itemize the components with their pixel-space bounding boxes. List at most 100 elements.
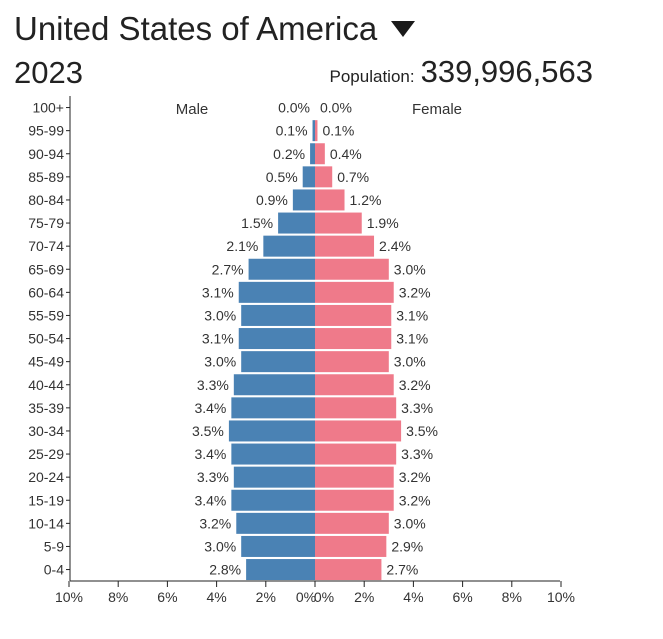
country-title[interactable]: United States of America <box>14 10 378 47</box>
x-tick-label: 4% <box>206 589 226 605</box>
age-group-label: 5-9 <box>44 538 64 554</box>
age-group-label: 60-64 <box>28 284 64 300</box>
male-value-label: 3.3% <box>197 469 229 485</box>
population-pyramid-chart: 0.0% 0.0% 100+ 0.1% 0.1% 95-99 0.2% 0.4% 90-94 0.… <box>28 96 575 605</box>
male-value-label: 0.5% <box>266 169 298 185</box>
male-value-label: 3.5% <box>192 423 224 439</box>
male-bar <box>246 559 315 581</box>
female-bar <box>315 328 392 350</box>
age-group-label: 85-89 <box>28 169 64 185</box>
female-value-label: 3.1% <box>396 331 428 347</box>
female-value-label: 1.9% <box>367 215 399 231</box>
female-bar <box>315 281 394 303</box>
male-value-label: 3.4% <box>194 400 226 416</box>
male-value-label: 3.0% <box>204 307 236 323</box>
male-bar <box>241 304 315 326</box>
age-group-label: 35-39 <box>28 400 64 416</box>
age-group-label: 15-19 <box>28 492 64 508</box>
male-value-label: 3.1% <box>202 284 234 300</box>
female-value-label: 2.4% <box>379 238 411 254</box>
female-bar <box>315 120 318 142</box>
female-value-label: 3.0% <box>394 261 426 277</box>
female-bar <box>315 374 394 396</box>
age-group-label: 65-69 <box>28 261 64 277</box>
x-tick-label: 6% <box>157 589 177 605</box>
age-group-label: 10-14 <box>28 515 64 531</box>
male-bar <box>310 143 315 165</box>
female-value-label: 0.0% <box>320 100 352 116</box>
female-bar <box>315 535 387 557</box>
female-value-label: 1.2% <box>350 192 382 208</box>
female-value-label: 3.3% <box>401 400 433 416</box>
age-group-label: 20-24 <box>28 469 64 485</box>
male-value-label: 3.4% <box>194 446 226 462</box>
legend-male: Male <box>176 101 209 118</box>
male-value-label: 2.7% <box>212 261 244 277</box>
x-tick-label: 10% <box>547 589 575 605</box>
x-tick-label: 0% <box>296 589 316 605</box>
population-readout: Population: 339,996,563 <box>330 54 593 90</box>
female-value-label: 3.0% <box>394 354 426 370</box>
male-value-label: 2.1% <box>226 238 258 254</box>
female-bar <box>315 466 394 488</box>
male-bar <box>233 374 315 396</box>
male-bar <box>312 120 315 142</box>
female-value-label: 3.2% <box>399 492 431 508</box>
male-bar <box>233 466 315 488</box>
age-group-label: 100+ <box>32 100 64 116</box>
male-value-label: 3.3% <box>197 377 229 393</box>
female-bar <box>315 212 362 234</box>
female-value-label: 2.9% <box>391 538 423 554</box>
female-value-label: 0.7% <box>337 169 369 185</box>
male-bar <box>241 535 315 557</box>
female-value-label: 3.2% <box>399 377 431 393</box>
age-group-label: 45-49 <box>28 354 64 370</box>
age-group-label: 40-44 <box>28 377 64 393</box>
male-bar <box>302 166 315 188</box>
female-bar <box>315 397 397 419</box>
female-bar <box>315 189 345 211</box>
x-tick-label: 0% <box>314 589 334 605</box>
male-value-label: 0.1% <box>276 123 308 139</box>
age-group-label: 0-4 <box>44 562 64 578</box>
male-bar <box>238 281 315 303</box>
age-group-label: 70-74 <box>28 238 64 254</box>
triangle-down-icon[interactable] <box>391 21 416 37</box>
female-value-label: 3.0% <box>394 515 426 531</box>
age-group-label: 25-29 <box>28 446 64 462</box>
age-group-label: 55-59 <box>28 307 64 323</box>
country-selector[interactable]: United States of America <box>14 10 416 48</box>
legend-female: Female <box>412 101 462 118</box>
female-value-label: 0.1% <box>322 123 354 139</box>
male-value-label: 3.4% <box>194 492 226 508</box>
female-value-label: 3.2% <box>399 469 431 485</box>
male-value-label: 0.2% <box>273 146 305 162</box>
male-bar <box>238 328 315 350</box>
x-tick-label: 4% <box>403 589 423 605</box>
female-value-label: 3.3% <box>401 446 433 462</box>
male-bar <box>231 397 315 419</box>
male-value-label: 3.0% <box>204 538 236 554</box>
male-value-label: 0.9% <box>256 192 288 208</box>
male-value-label: 3.1% <box>202 331 234 347</box>
x-tick-label: 6% <box>452 589 472 605</box>
x-tick-label: 2% <box>354 589 374 605</box>
male-bar <box>248 258 315 280</box>
female-bar <box>315 443 397 465</box>
male-bar <box>228 420 315 442</box>
female-bar <box>315 512 389 534</box>
x-tick-label: 2% <box>256 589 276 605</box>
male-value-label: 1.5% <box>241 215 273 231</box>
female-bar <box>315 489 394 511</box>
age-group-label: 30-34 <box>28 423 64 439</box>
age-group-label: 75-79 <box>28 215 64 231</box>
male-bar <box>241 351 315 373</box>
female-bar <box>315 235 375 257</box>
male-bar <box>231 443 315 465</box>
male-value-label: 2.8% <box>209 562 241 578</box>
female-bar <box>315 559 382 581</box>
female-value-label: 3.5% <box>406 423 438 439</box>
female-bar <box>315 258 389 280</box>
male-bar <box>278 212 315 234</box>
male-bar <box>236 512 315 534</box>
